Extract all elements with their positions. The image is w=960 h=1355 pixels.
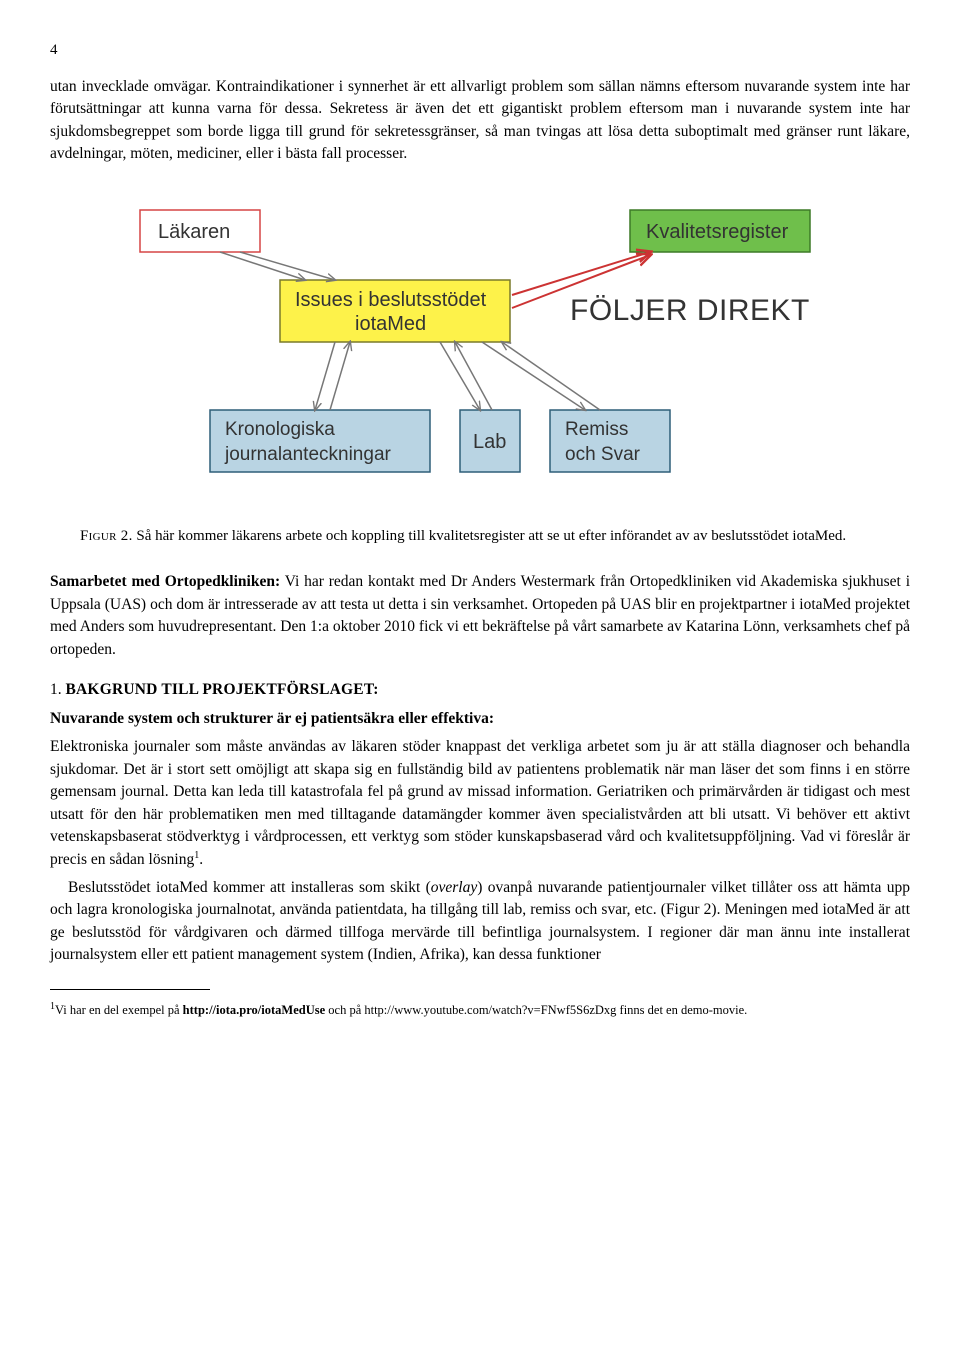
paragraph-background-2: Beslutsstödet iotaMed kommer att install… bbox=[50, 877, 910, 967]
figure-label: Figur 2. bbox=[80, 528, 133, 544]
footnote-text-a: Vi har en del exempel på bbox=[55, 1003, 183, 1017]
figure-2-caption: Figur 2. Så här kommer läkarens arbete o… bbox=[80, 526, 880, 548]
subsection-title: Nuvarande system och strukturer är ej pa… bbox=[50, 710, 494, 727]
footnote-text-b: och på http://www.youtube.com/watch?v=FN… bbox=[325, 1003, 747, 1017]
label-kvalitetsregister: Kvalitetsregister bbox=[646, 221, 789, 243]
samarbete-lead: Samarbetet med Ortopedkliniken: bbox=[50, 573, 280, 590]
label-issues-2: iotaMed bbox=[355, 313, 426, 335]
label-lakaren: Läkaren bbox=[158, 221, 230, 243]
label-lab: Lab bbox=[473, 431, 506, 453]
paragraph-intro: utan invecklade omvägar. Kontraindikatio… bbox=[50, 76, 910, 166]
bg1-text: Elektroniska journaler som måste använda… bbox=[50, 738, 910, 867]
footnote-url: http://iota.pro/iotaMedUse bbox=[183, 1003, 325, 1017]
arrow-lakaren-issues-1 bbox=[220, 252, 305, 280]
label-krono-1: Kronologiska bbox=[225, 419, 335, 440]
section-number: 1. bbox=[50, 681, 62, 698]
label-krono-2: journalanteckningar bbox=[224, 444, 392, 465]
subsection-heading: Nuvarande system och strukturer är ej pa… bbox=[50, 708, 910, 730]
section-heading: 1. BAKGRUND TILL PROJEKTFÖRSLAGET: bbox=[50, 679, 910, 701]
paragraph-background-1: Elektroniska journaler som måste använda… bbox=[50, 736, 910, 871]
figure-caption-text: Så här kommer läkarens arbete och koppli… bbox=[133, 528, 847, 544]
page-number: 4 bbox=[50, 40, 910, 62]
arrow-issues-krono-down bbox=[315, 342, 335, 410]
arrow-remiss-issues-up bbox=[502, 342, 600, 410]
label-issues-1: Issues i beslutsstödet bbox=[295, 289, 487, 311]
arrow-lakaren-issues-2 bbox=[240, 252, 335, 280]
arrow-red-1 bbox=[512, 252, 650, 295]
label-foljer-direkt: FÖLJER DIREKT bbox=[570, 294, 810, 327]
label-remiss-2: och Svar bbox=[565, 444, 641, 465]
bg2-overlay: overlay bbox=[431, 879, 477, 896]
bg2-a: Beslutsstödet iotaMed kommer att install… bbox=[68, 879, 431, 896]
figure-2-diagram: Läkaren Kvalitetsregister Issues i beslu… bbox=[130, 200, 830, 500]
footnote-1: 1Vi har en del exempel på http://iota.pr… bbox=[50, 1002, 910, 1019]
footnote-rule bbox=[50, 989, 210, 990]
arrow-krono-issues-up bbox=[330, 342, 350, 410]
section-title: BAKGRUND TILL PROJEKTFÖRSLAGET: bbox=[66, 681, 379, 698]
paragraph-samarbete: Samarbetet med Ortopedkliniken: Vi har r… bbox=[50, 571, 910, 661]
bg1-text-tail: . bbox=[199, 851, 203, 868]
arrow-issues-remiss-down bbox=[482, 342, 585, 410]
label-remiss-1: Remiss bbox=[565, 419, 628, 440]
